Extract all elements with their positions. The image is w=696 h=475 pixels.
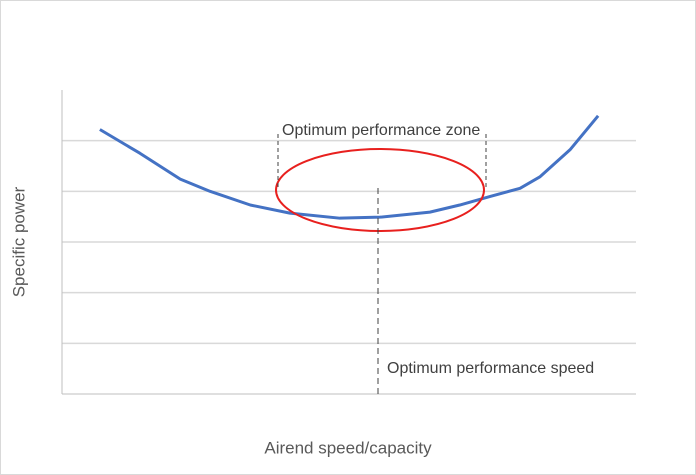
zone-ellipse bbox=[275, 148, 485, 232]
annotation: Optimum performance speed bbox=[387, 360, 594, 377]
grid bbox=[62, 139, 636, 345]
y-axis-title: Specific power bbox=[9, 186, 28, 297]
line bbox=[99, 114, 600, 220]
x-axis-title: Airend speed/capacity bbox=[264, 438, 432, 457]
annotation: Optimum performance zone bbox=[282, 122, 480, 139]
